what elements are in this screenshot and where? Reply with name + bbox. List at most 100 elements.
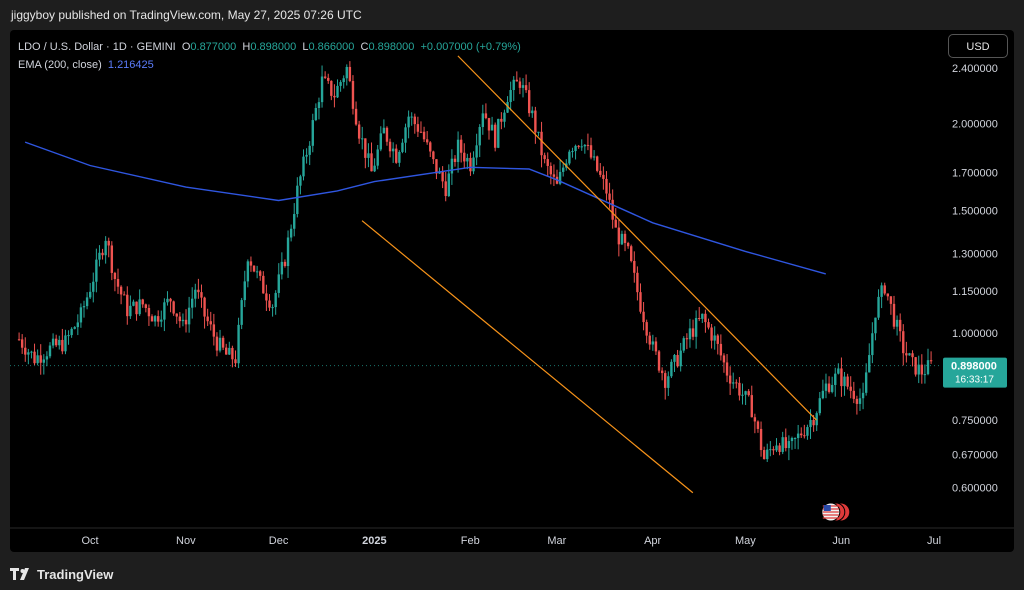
candle-body[interactable] [132,301,135,306]
candle-body[interactable] [76,322,80,328]
candle-body[interactable] [79,307,83,323]
candle-body[interactable] [435,159,438,174]
ema-200-line[interactable] [24,141,826,275]
candle-body[interactable] [138,299,141,315]
candle-body[interactable] [395,148,398,163]
candle-body[interactable] [101,252,104,256]
candle-body[interactable] [846,376,849,387]
candle-body[interactable] [670,361,673,377]
candle-body[interactable] [73,327,76,329]
candle-body[interactable] [379,133,382,150]
candle-body[interactable] [766,449,769,460]
candle-body[interactable] [107,240,110,246]
candle-body[interactable] [92,281,95,292]
candle-body[interactable] [880,285,883,297]
candle-body[interactable] [296,185,299,215]
candle-body[interactable] [914,357,917,375]
candle-body[interactable] [728,375,732,384]
candle-body[interactable] [911,353,914,358]
candle-body[interactable] [274,292,277,308]
candle-body[interactable] [209,321,212,325]
candle-body[interactable] [592,156,596,158]
candle-body[interactable] [877,296,880,318]
candle-body[interactable] [51,338,55,346]
candle-body[interactable] [289,228,293,238]
candle-body[interactable] [70,328,73,336]
candle-body[interactable] [620,233,624,245]
candle-body[interactable] [815,413,818,426]
candle-body[interactable] [855,398,859,404]
candle-body[interactable] [422,131,426,140]
candle-body[interactable] [410,116,413,118]
candle-body[interactable] [376,149,379,166]
candle-body[interactable] [821,390,825,399]
candle-body[interactable] [156,316,160,322]
candle-body[interactable] [95,259,98,282]
candle-body[interactable] [524,85,528,91]
candle-body[interactable] [466,157,469,162]
candle-body[interactable] [249,261,253,266]
candle-body[interactable] [364,138,367,158]
candle-body[interactable] [147,308,151,317]
candle-body[interactable] [630,246,633,261]
candle-body[interactable] [407,116,410,128]
candle-body[interactable] [268,300,271,308]
candle-body[interactable] [926,360,930,375]
candle-body[interactable] [657,351,661,371]
candle-body[interactable] [453,158,457,162]
candle-body[interactable] [110,245,114,273]
candle-body[interactable] [639,292,642,312]
candle-body[interactable] [886,293,890,297]
candle-body[interactable] [231,347,234,360]
candle-body[interactable] [311,120,314,146]
candle-body[interactable] [237,324,240,364]
candle-body[interactable] [299,176,302,186]
candle-body[interactable] [871,333,874,356]
candle-body[interactable] [512,79,515,91]
candle-body[interactable] [463,152,466,162]
candle-body[interactable] [537,131,540,133]
candle-body[interactable] [166,298,169,303]
price-chart[interactable]: 2.400000 2.000000 1.700000 1.500000 1.300000… [10,30,1014,552]
candle-body[interactable] [568,151,571,164]
candle-body[interactable] [762,450,766,460]
candle-body[interactable] [583,144,587,147]
candle-body[interactable] [314,108,318,121]
candle-body[interactable] [487,118,491,131]
candle-body[interactable] [191,298,194,308]
candle-body[interactable] [673,354,676,362]
candle-body[interactable] [82,306,86,308]
candle-body[interactable] [391,148,395,152]
candle-body[interactable] [694,318,698,337]
candle-body[interactable] [633,260,636,273]
candle-body[interactable] [895,319,899,327]
candle-body[interactable] [200,292,203,298]
candle-body[interactable] [262,275,265,294]
candle-body[interactable] [280,261,284,275]
channel-upper-trendline[interactable] [457,55,817,421]
candle-body[interactable] [88,291,92,298]
candle-body[interactable] [818,398,821,414]
candle-body[interactable] [357,124,361,139]
candle-body[interactable] [599,170,602,175]
candle-body[interactable] [852,390,856,399]
candle-body[interactable] [172,301,175,314]
channel-lower-trendline[interactable] [361,220,694,494]
candle-body[interactable] [116,279,120,287]
candle-body[interactable] [775,445,778,451]
candle-body[interactable] [163,302,166,320]
candle-body[interactable] [898,319,902,332]
candle-body[interactable] [589,145,593,158]
candle-body[interactable] [413,116,416,125]
candle-body[interactable] [286,237,290,267]
candle-body[interactable] [608,193,611,200]
candle-body[interactable] [769,449,772,451]
candle-body[interactable] [27,352,30,355]
candle-body[interactable] [336,85,339,98]
candle-body[interactable] [574,145,577,152]
candle-body[interactable] [348,66,352,82]
candle-body[interactable] [203,297,206,317]
candle-body[interactable] [113,272,117,280]
candle-body[interactable] [175,313,178,317]
tradingview-brand[interactable]: TradingView [37,566,114,582]
